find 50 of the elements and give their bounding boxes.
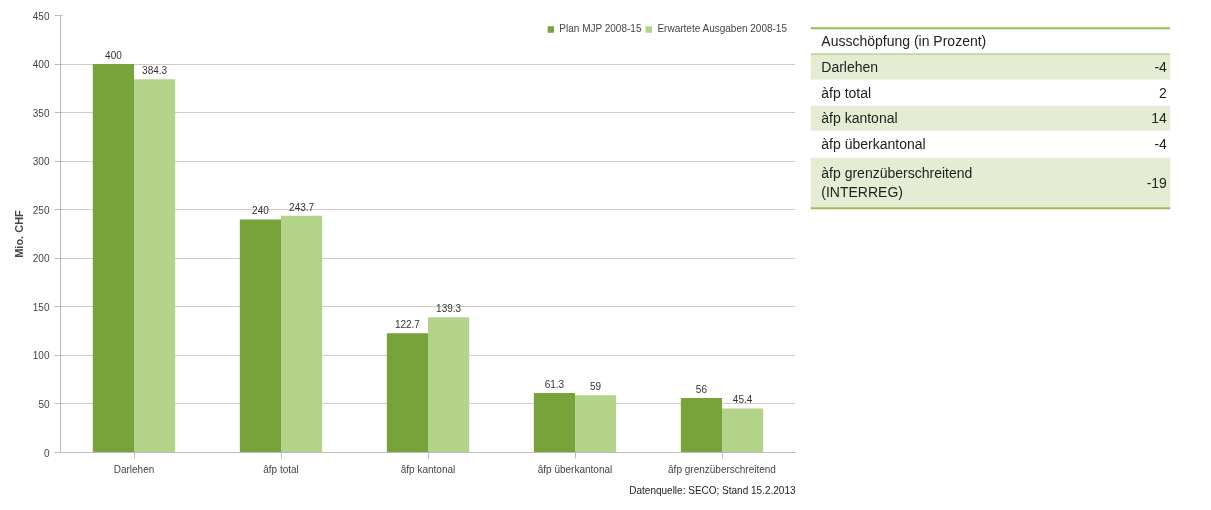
bar: [533, 392, 575, 453]
data-label: -4: [1154, 58, 1168, 75]
bar: [575, 395, 617, 453]
bar: [722, 408, 764, 453]
data-label: 243.7: [289, 201, 315, 213]
data-label: 14: [1151, 110, 1168, 127]
data-label: 240: [252, 205, 270, 217]
bar: [239, 219, 281, 453]
y-axis-title: Mio. CHF: [12, 209, 25, 258]
data-label: -19: [1146, 174, 1168, 191]
data-label: 139.3: [436, 303, 462, 315]
y-tick-label: 50: [38, 398, 50, 410]
x-tick-label: âfp kantonal: [400, 463, 456, 475]
data-label: 122.7: [394, 319, 421, 331]
x-tick-label: âfp grenzüberschreitend: [668, 463, 776, 475]
x-tick-label: âfp total: [263, 463, 299, 475]
legend-label: Erwartete Ausgaben 2008-15: [657, 23, 787, 34]
category-label: àfp total: [821, 84, 872, 101]
text: Datenquelle: SECO; Stand 15.2.2013: [629, 484, 796, 496]
data-label: -4: [1154, 136, 1168, 153]
y-tick-label: 350: [32, 107, 50, 119]
legend-label: Plan MJP 2008-15: [559, 23, 642, 34]
y-tick-label: 200: [32, 253, 50, 265]
text: Ausschöpfung (in Prozent): [821, 33, 987, 50]
category-label: àfp kantonal: [821, 110, 898, 127]
data-label: 384.3: [142, 65, 168, 77]
bar: [428, 317, 470, 453]
bar: [386, 333, 428, 453]
bar: [680, 398, 722, 453]
y-tick-label: 450: [32, 10, 50, 22]
data-label: 61.3: [544, 378, 565, 390]
bar: [281, 215, 323, 453]
y-tick-label: 400: [32, 59, 50, 71]
y-tick-label: 0: [43, 447, 50, 459]
data-label: 45.4: [732, 394, 753, 406]
x-tick-label: âfp überkantonal: [537, 463, 613, 475]
y-tick-label: 100: [32, 350, 50, 362]
category-label: àfp überkantonal: [821, 136, 926, 153]
y-tick-label: 150: [32, 301, 50, 313]
data-label: 2: [1159, 84, 1168, 101]
y-tick-label: 300: [32, 156, 50, 168]
x-tick-label: Darlehen: [113, 463, 155, 475]
bar: [134, 79, 176, 453]
category-label: àfp grenzüberschreitend (INTERREG): [821, 164, 973, 201]
y-tick-label: 250: [32, 204, 50, 216]
data-label: 400: [105, 50, 123, 62]
category-label: Darlehen: [821, 58, 879, 75]
bar: [92, 64, 134, 453]
data-label: 56: [695, 384, 708, 396]
data-label: 59: [590, 381, 602, 393]
